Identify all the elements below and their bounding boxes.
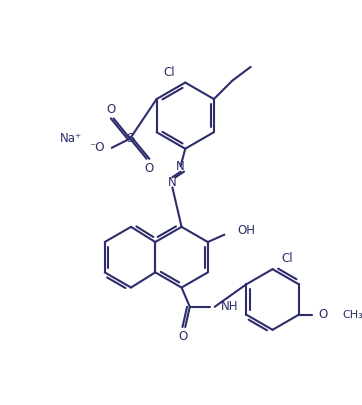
Text: Cl: Cl [163,66,174,79]
Text: Na⁺: Na⁺ [60,132,82,145]
Text: N: N [176,160,185,173]
Text: ⁻O: ⁻O [89,141,104,154]
Text: O: O [145,162,154,175]
Text: N: N [168,176,177,189]
Text: S: S [126,132,134,145]
Text: CH₃: CH₃ [342,310,362,320]
Text: O: O [318,308,327,321]
Text: NH: NH [221,301,239,313]
Text: OH: OH [237,224,255,237]
Text: O: O [106,103,115,116]
Text: O: O [179,330,188,343]
Text: Cl: Cl [282,252,293,264]
